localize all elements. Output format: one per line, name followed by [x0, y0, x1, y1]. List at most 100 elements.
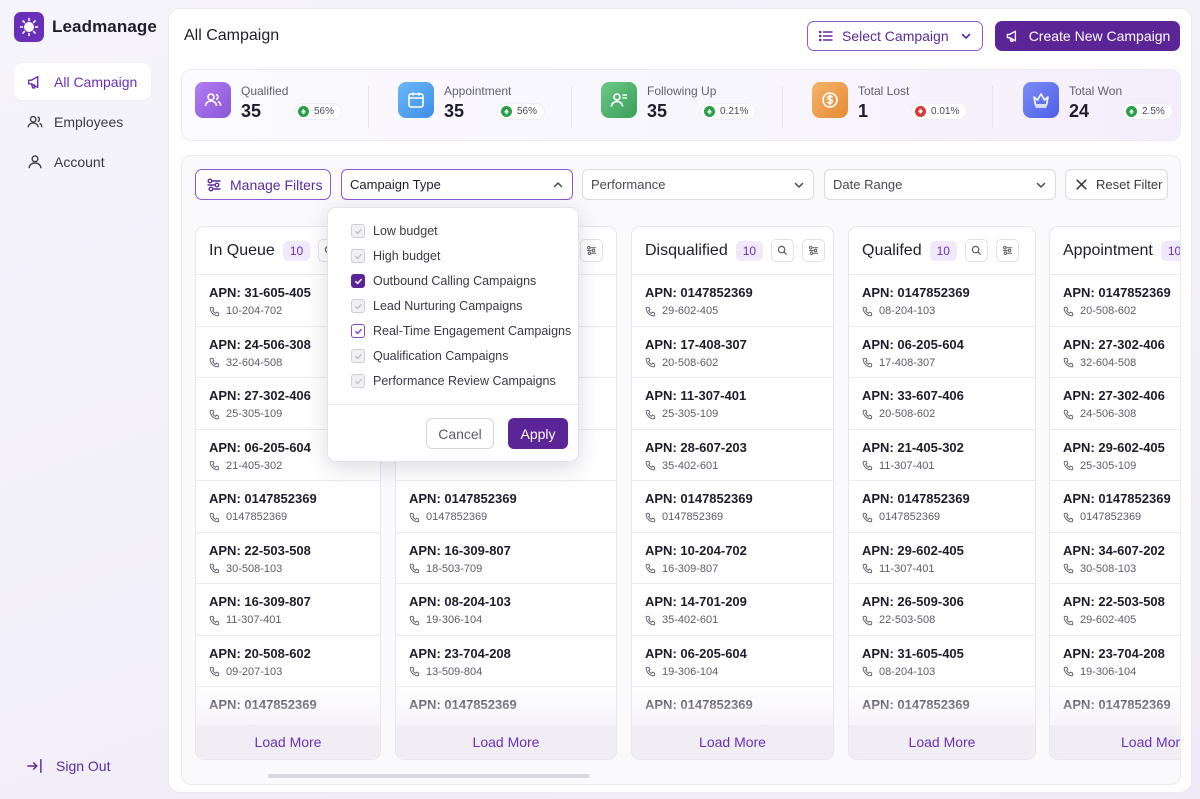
lead-card[interactable]: APN: 23-704-208 13-509-804	[396, 636, 616, 687]
option-low-budget[interactable]: Low budget	[351, 224, 438, 238]
lead-card[interactable]: APN: 0147852369 0147852369	[196, 481, 380, 533]
checkbox[interactable]	[351, 224, 365, 238]
lead-phone-number: 29-602-405	[1080, 614, 1137, 626]
checkbox[interactable]	[351, 349, 365, 363]
lead-card[interactable]: APN: 10-204-702 16-309-807	[632, 533, 833, 584]
option-outbound-calling[interactable]: Outbound Calling Campaigns	[351, 274, 536, 288]
column-header: Appointment 10	[1050, 227, 1180, 275]
brand[interactable]: Leadmanage	[14, 12, 157, 42]
lead-phone: 0147852369	[209, 511, 367, 523]
campaign-type-label: Campaign Type	[350, 177, 441, 192]
manage-filters-button[interactable]: Manage Filters	[195, 169, 331, 200]
phone-icon	[1063, 409, 1074, 420]
column-search-button[interactable]	[771, 239, 795, 262]
checkbox[interactable]	[351, 299, 365, 313]
lead-card[interactable]: APN: 0147852369 08-204-103	[849, 275, 1035, 327]
lead-card[interactable]: APN: 23-704-208 19-306-104	[1050, 636, 1180, 687]
lead-card[interactable]: APN: 0147852369 0147852369	[1050, 481, 1180, 533]
divider	[782, 86, 783, 128]
campaign-type-dropdown[interactable]: Campaign Type	[341, 169, 573, 200]
lead-card[interactable]: APN: 21-405-302 11-307-401	[849, 430, 1035, 481]
lead-card[interactable]: APN: 27-302-406 25-305-109	[196, 378, 380, 430]
load-more-button[interactable]: Load More	[1050, 725, 1180, 759]
column-search-button[interactable]	[964, 239, 988, 262]
phone-icon	[209, 666, 220, 677]
phone-icon	[409, 666, 420, 677]
lead-apn: APN: 24-506-308	[209, 336, 311, 352]
lead-phone-number: 08-204-103	[879, 305, 936, 317]
lead-card[interactable]: APN: 22-503-508 29-602-405	[1050, 584, 1180, 636]
cancel-button[interactable]: Cancel	[426, 418, 494, 449]
lead-card[interactable]: APN: 16-309-807 11-307-401	[196, 584, 380, 636]
lead-apn: APN: 26-509-306	[862, 594, 964, 609]
sidebar-item-all-campaign[interactable]: All Campaign	[14, 63, 151, 100]
load-more-button[interactable]: Load More	[632, 725, 833, 759]
checkbox[interactable]	[351, 249, 365, 263]
date-range-dropdown[interactable]: Date Range	[824, 169, 1056, 200]
lead-card[interactable]: APN: 06-205-604 21-405-302	[196, 430, 380, 481]
select-campaign-button[interactable]: Select Campaign	[807, 21, 983, 51]
lead-phone-number: 20-508-602	[662, 356, 719, 369]
phone-icon	[645, 563, 656, 574]
checkbox[interactable]	[351, 374, 365, 388]
option-real-time-engagement[interactable]: Real-Time Engagement Campaigns	[351, 324, 571, 338]
lead-card[interactable]: APN: 0147852369 0147852369	[396, 481, 616, 533]
horizontal-scrollbar[interactable]	[268, 774, 590, 778]
create-new-campaign-button[interactable]: Create New Campaign	[995, 21, 1180, 51]
lead-card[interactable]: APN: 31-605-405 10-204-702	[196, 275, 380, 327]
lead-card[interactable]: APN: 27-302-406 32-604-508	[1050, 327, 1180, 378]
lead-card[interactable]: APN: 22-503-508 30-508-103	[196, 533, 380, 584]
lead-phone-number: 0147852369	[879, 511, 941, 523]
column-filter-button[interactable]	[580, 239, 603, 262]
option-high-budget[interactable]: High budget	[351, 249, 440, 263]
load-more-button[interactable]: Load More	[196, 725, 380, 759]
phone-icon	[862, 460, 873, 471]
lead-card[interactable]: APN: 11-307-401 25-305-109	[632, 378, 833, 430]
lead-card[interactable]: APN: 20-508-602 09-207-103	[196, 636, 380, 687]
load-more-button[interactable]: Load More	[396, 725, 616, 759]
column-count-badge: 10	[282, 240, 311, 261]
card-list: APN: 0147852369 08-204-103 APN: 06-205-604…	[849, 275, 1035, 739]
lead-card[interactable]: APN: 17-408-307 20-508-602	[632, 327, 833, 378]
arrow-up-icon	[1126, 106, 1137, 117]
lead-card[interactable]: APN: 24-506-308 32-604-508	[196, 327, 380, 378]
lead-card[interactable]: APN: 16-309-807 18-503-709	[396, 533, 616, 584]
column-filter-button[interactable]	[802, 239, 826, 262]
lead-apn: APN: 34-607-202	[1063, 542, 1165, 558]
sign-out-button[interactable]: Sign Out	[26, 757, 110, 775]
lead-card[interactable]: APN: 33-607-406 20-508-602	[849, 378, 1035, 430]
option-lead-nurturing[interactable]: Lead Nurturing Campaigns	[351, 299, 522, 313]
lead-apn: APN: 0147852369	[1063, 491, 1171, 506]
option-qualification[interactable]: Qualification Campaigns	[351, 349, 509, 363]
reset-filter-button[interactable]: Reset Filter	[1065, 169, 1168, 200]
checkbox[interactable]	[351, 274, 365, 288]
lead-card[interactable]: APN: 34-607-202 30-508-103	[1050, 533, 1180, 584]
lead-card[interactable]: APN: 29-602-405 25-305-109	[1050, 430, 1180, 481]
column-filter-button[interactable]	[995, 239, 1019, 262]
lead-card[interactable]: APN: 06-205-604 19-306-104	[632, 636, 833, 687]
lead-card[interactable]: APN: 14-701-209 35-402-601	[632, 584, 833, 636]
option-performance-review[interactable]: Performance Review Campaigns	[351, 374, 556, 388]
checkbox[interactable]	[351, 324, 365, 338]
sidebar-item-employees[interactable]: Employees	[14, 103, 151, 140]
lead-phone: 35-402-601	[645, 614, 820, 626]
lead-card[interactable]: APN: 29-602-405 11-307-401	[849, 533, 1035, 584]
load-more-button[interactable]: Load More	[849, 725, 1035, 759]
lead-card[interactable]: APN: 0147852369 29-602-405	[632, 275, 833, 327]
lead-card[interactable]: APN: 28-607-203 35-402-601	[632, 430, 833, 481]
stat-change: 2.5%	[1142, 106, 1165, 117]
performance-dropdown[interactable]: Performance	[582, 169, 814, 200]
sidebar-item-account[interactable]: Account	[14, 143, 151, 180]
lead-phone: 21-405-302	[209, 460, 367, 472]
lead-card[interactable]: APN: 0147852369 0147852369	[849, 481, 1035, 533]
lead-card[interactable]: APN: 06-205-604 17-408-307	[849, 327, 1035, 378]
column-qualified: Qualifed 10 APN: 0147852369 08-204-103 APN…	[848, 226, 1036, 760]
column-count-badge: 10	[735, 240, 764, 261]
apply-button[interactable]: Apply	[508, 418, 568, 449]
lead-card[interactable]: APN: 08-204-103 19-306-104	[396, 584, 616, 636]
lead-card[interactable]: APN: 31-605-405 08-204-103	[849, 636, 1035, 687]
lead-card[interactable]: APN: 26-509-306 22-503-508	[849, 584, 1035, 636]
lead-card[interactable]: APN: 0147852369 0147852369	[632, 481, 833, 533]
lead-card[interactable]: APN: 0147852369 20-508-602	[1050, 275, 1180, 327]
lead-card[interactable]: APN: 27-302-406 24-506-308	[1050, 378, 1180, 430]
